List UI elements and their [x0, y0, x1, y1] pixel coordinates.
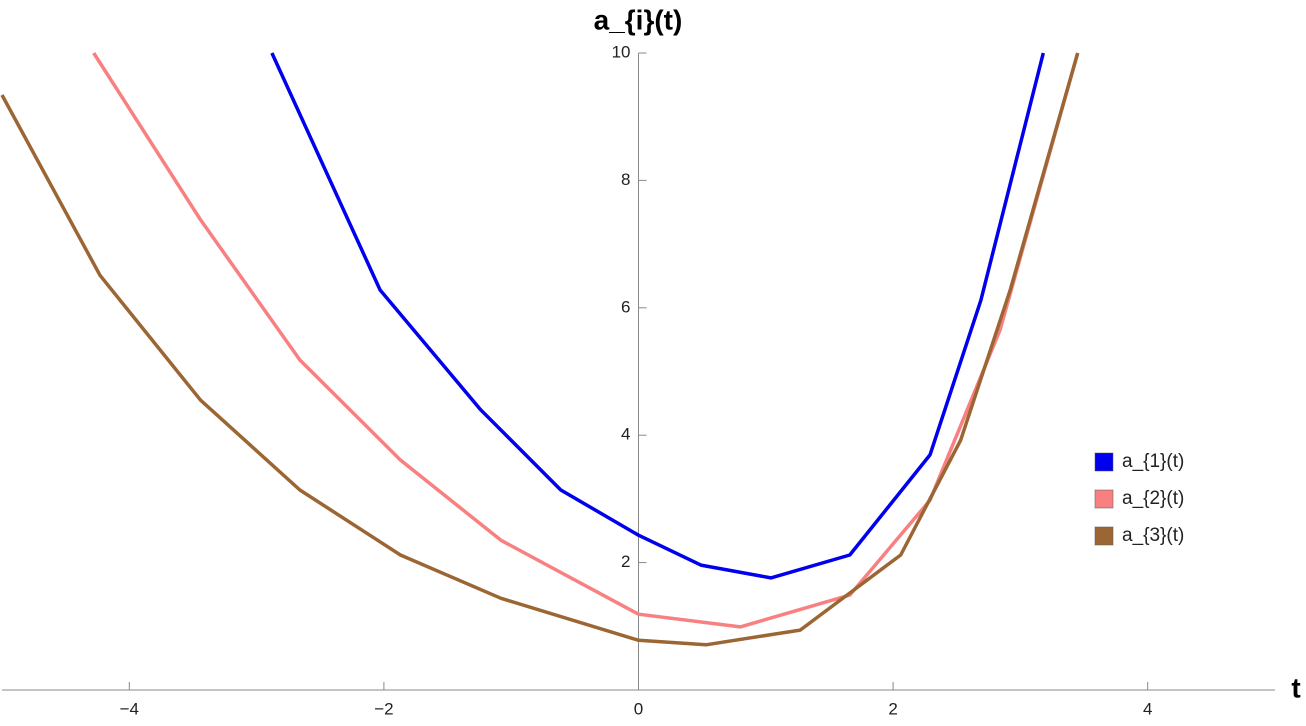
x-tick-label: 0	[634, 699, 643, 718]
legend-swatch	[1094, 489, 1114, 509]
y-tick-label: 10	[612, 42, 631, 61]
y-tick-label: 8	[621, 170, 630, 189]
x-tick-label: 4	[1143, 699, 1152, 718]
line-series	[270, 52, 1045, 580]
y-tick-label: 6	[621, 297, 630, 316]
x-tick-label: 2	[888, 699, 897, 718]
legend-label: a_{3}(t)	[1122, 525, 1184, 546]
legend-label: a_{2}(t)	[1122, 488, 1184, 509]
legend-label: a_{1}(t)	[1122, 451, 1184, 472]
y-tick-label: 2	[621, 552, 630, 571]
legend-swatch	[1094, 526, 1114, 546]
x-tick-label: −4	[120, 699, 139, 718]
x-tick-label: −2	[374, 699, 393, 718]
legend-swatch	[1094, 452, 1114, 472]
x-axis-label: t	[1291, 672, 1300, 703]
line-series	[0, 52, 1080, 647]
chart-title: a_{i}(t)	[594, 4, 683, 35]
y-tick-label: 4	[621, 425, 630, 444]
line-series	[92, 52, 1080, 629]
